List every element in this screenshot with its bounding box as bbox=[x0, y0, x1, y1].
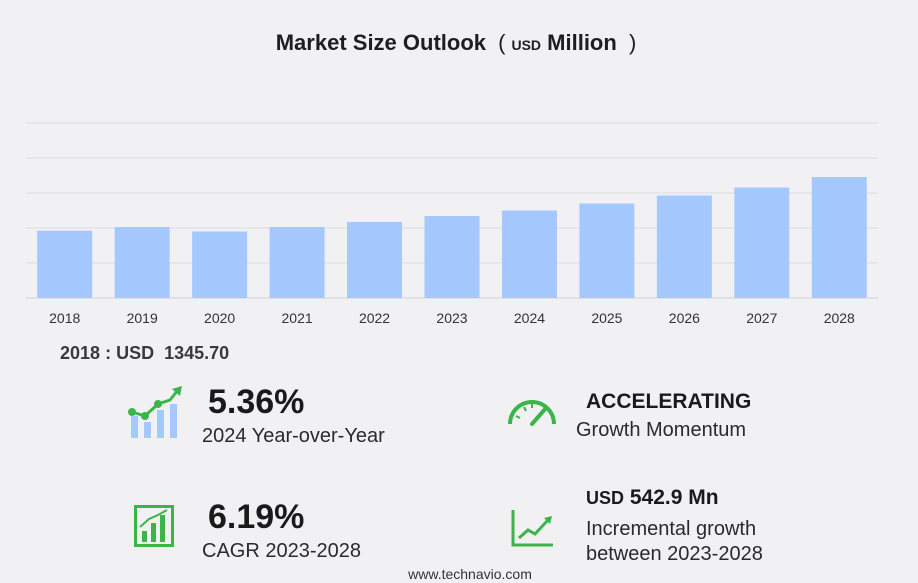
bar-2027 bbox=[734, 187, 790, 298]
bar-2021 bbox=[269, 227, 325, 298]
x-tick-label: 2024 bbox=[514, 310, 545, 326]
base-year-amount: 1345.70 bbox=[164, 343, 230, 363]
incremental-currency: USD bbox=[586, 488, 625, 508]
x-tick-label: 2020 bbox=[204, 310, 235, 326]
yoy-growth-label: 2024 Year-over-Year bbox=[202, 425, 385, 447]
x-tick-label: 2026 bbox=[669, 310, 700, 326]
base-year: 2018 bbox=[60, 343, 101, 363]
x-tick-label: 2028 bbox=[824, 310, 855, 326]
bar-2026 bbox=[656, 195, 712, 298]
incremental-value: USD 542.9 Mn bbox=[586, 486, 719, 510]
x-tick-label: 2018 bbox=[49, 310, 80, 326]
cagr-label: CAGR 2023-2028 bbox=[202, 540, 361, 562]
bar-2024 bbox=[501, 210, 557, 298]
unit-label: Million bbox=[547, 30, 617, 55]
bar-2028 bbox=[811, 177, 867, 298]
bar-chart: 2018 2019 2020 2021 2022 2023 2024 2025 2026 2027… bbox=[26, 122, 878, 326]
bar-2023 bbox=[424, 216, 480, 298]
bar-2018 bbox=[37, 230, 93, 298]
unit-open-paren: ( bbox=[498, 30, 506, 55]
x-tick-label: 2021 bbox=[282, 310, 313, 326]
x-tick-label: 2022 bbox=[359, 310, 390, 326]
cagr-value: 6.19% bbox=[208, 498, 305, 536]
x-tick-label: 2023 bbox=[436, 310, 467, 326]
momentum-value: ACCELERATING bbox=[586, 390, 752, 413]
base-year-currency: USD bbox=[116, 343, 155, 363]
x-tick-label: 2019 bbox=[127, 310, 158, 326]
momentum-label: Growth Momentum bbox=[576, 419, 747, 441]
chart-title: Market Size Outlook ( USD Million ) bbox=[0, 30, 918, 56]
x-tick-label: 2025 bbox=[591, 310, 622, 326]
base-year-value: 2018 : USD 1345.70 bbox=[60, 343, 229, 364]
incremental-amount: 542.9 Mn bbox=[629, 486, 719, 509]
bar-chart-icon bbox=[134, 505, 174, 547]
unit-prefix: USD bbox=[511, 37, 542, 53]
x-tick-label: 2027 bbox=[746, 310, 777, 326]
bar-2022 bbox=[347, 222, 403, 298]
incremental-label-line2: between 2023-2028 bbox=[586, 543, 763, 565]
bar-2020 bbox=[192, 231, 248, 298]
bar-2025 bbox=[579, 203, 635, 298]
base-year-separator: : bbox=[105, 343, 112, 363]
incremental-label-line1: Incremental growth bbox=[586, 518, 757, 540]
source-footer: www.technavio.com bbox=[408, 566, 532, 582]
growth-chart-icon bbox=[128, 386, 182, 438]
unit-close-paren: ) bbox=[628, 30, 637, 55]
speedometer-icon bbox=[508, 400, 556, 426]
bar-2019 bbox=[114, 227, 170, 298]
yoy-growth-value: 5.36% bbox=[208, 383, 305, 421]
chart-title-main: Market Size Outlook bbox=[275, 30, 487, 55]
trend-line-icon bbox=[511, 510, 553, 547]
